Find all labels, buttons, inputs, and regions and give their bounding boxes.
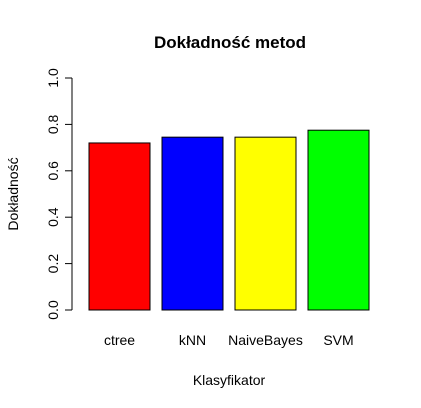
bar-knn: [161, 136, 224, 311]
bar-svm: [307, 129, 370, 311]
x-tick-label: ctree: [104, 332, 135, 348]
x-tick-labels: ctree kNN NaiveBayes SVM: [104, 332, 354, 348]
x-tick-label: NaiveBayes: [228, 332, 303, 348]
y-tick-label: 0.4: [45, 207, 61, 227]
bars-group: [88, 129, 370, 311]
y-tick-label: 0.2: [45, 254, 61, 274]
y-tick-label: 0.8: [45, 114, 61, 134]
y-axis: 0.0 0.2 0.4 0.6 0.8 1.0: [45, 68, 73, 320]
y-tick-label: 0.0: [45, 300, 61, 320]
chart-title: Dokładność metod: [154, 33, 306, 52]
y-tick-label: 0.6: [45, 161, 61, 181]
bar-naivebayes: [234, 136, 297, 311]
x-tick-label: SVM: [323, 332, 353, 348]
y-axis-label: Dokładność: [5, 157, 21, 230]
x-axis-label: Klasyfikator: [193, 372, 266, 388]
y-tick-label: 1.0: [45, 68, 61, 88]
x-tick-label: kNN: [179, 332, 206, 348]
bar-ctree: [88, 142, 151, 311]
